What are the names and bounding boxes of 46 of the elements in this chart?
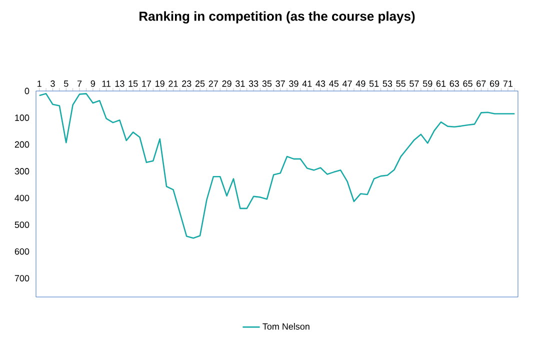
y-tick-label: 100 bbox=[15, 114, 30, 121]
y-tick-label: 600 bbox=[14, 248, 30, 255]
y-tick-label: 400 bbox=[14, 194, 30, 202]
x-tick-label: 37 bbox=[276, 80, 285, 87]
x-tick-label: 53 bbox=[382, 80, 392, 87]
x-tick-label: 43 bbox=[316, 80, 326, 87]
legend-label: Tom Nelson bbox=[262, 323, 310, 330]
x-tick-label: 41 bbox=[302, 80, 312, 87]
x-tick-label: 23 bbox=[182, 80, 192, 87]
x-tick-label: 61 bbox=[436, 80, 446, 87]
x-tick-label: 5 bbox=[64, 80, 68, 87]
x-tick-label: 63 bbox=[450, 80, 459, 87]
x-tick-label: 39 bbox=[289, 80, 298, 87]
x-tick-label: 21 bbox=[168, 80, 178, 87]
x-tick-label: 9 bbox=[90, 80, 95, 87]
x-tick-label: 55 bbox=[396, 80, 406, 87]
y-tick-label: 200 bbox=[14, 141, 30, 148]
y-tick-label: 500 bbox=[14, 222, 30, 228]
x-tick-label: 33 bbox=[248, 80, 258, 87]
y-tick-label: 0 bbox=[24, 88, 30, 94]
x-tick-label: 59 bbox=[422, 80, 432, 87]
x-tick-label: 35 bbox=[262, 80, 272, 87]
x-tick-label: 13 bbox=[115, 80, 124, 87]
x-tick-label: 3 bbox=[50, 80, 55, 87]
x-tick-label: 57 bbox=[410, 80, 419, 87]
y-tick-label: 300 bbox=[14, 168, 30, 174]
x-tick-label: 69 bbox=[490, 80, 500, 87]
x-tick-label: 27 bbox=[208, 80, 218, 87]
x-tick-label: 65 bbox=[463, 80, 472, 87]
x-tick-label: 67 bbox=[476, 80, 486, 87]
x-tick-label: 49 bbox=[356, 80, 366, 87]
x-tick-label: 71 bbox=[503, 80, 513, 87]
x-tick-label: 19 bbox=[156, 80, 164, 87]
x-tick-label: 29 bbox=[222, 80, 232, 87]
x-tick-label: 15 bbox=[128, 80, 138, 87]
x-tick-label: 31 bbox=[236, 80, 245, 87]
x-tick-label: 1 bbox=[38, 80, 42, 87]
x-tick-label: 51 bbox=[369, 80, 379, 87]
x-tick-label: 25 bbox=[195, 80, 205, 87]
y-tick-label: 700 bbox=[14, 275, 30, 282]
chart-title: Ranking in competition (as the course plays) bbox=[140, 11, 415, 24]
x-tick-label: 47 bbox=[342, 80, 352, 87]
x-tick-label: 17 bbox=[142, 80, 152, 87]
x-tick-label: 11 bbox=[102, 80, 111, 87]
x-tick-label: 45 bbox=[329, 80, 339, 87]
x-tick-label: 7 bbox=[77, 80, 82, 87]
